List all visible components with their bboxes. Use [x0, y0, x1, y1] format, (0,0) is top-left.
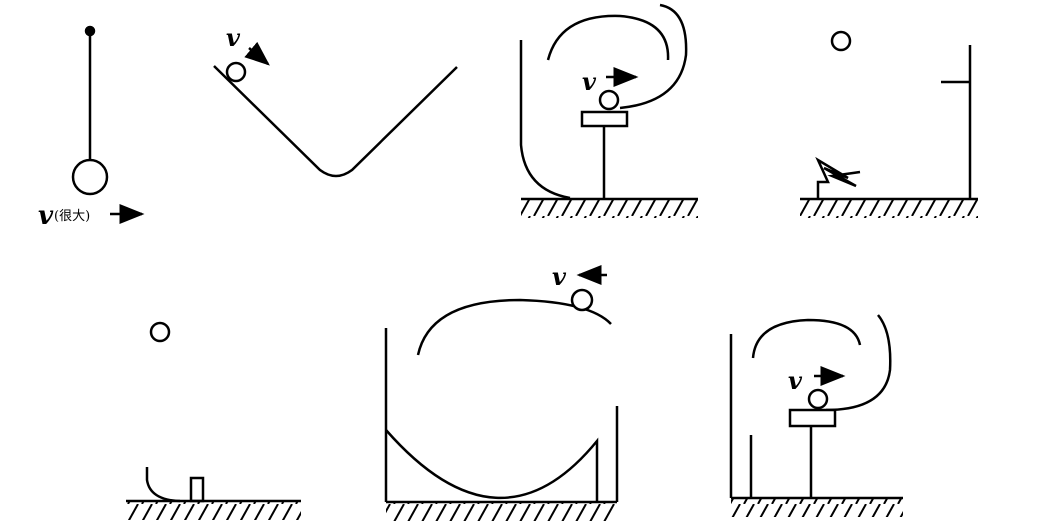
ball: [807, 388, 829, 410]
bowl-curve: [385, 429, 599, 502]
pendulum-diagram: [71, 25, 145, 224]
velocity-arrow: [244, 41, 270, 66]
ball: [149, 321, 171, 343]
inner-arc: [751, 318, 862, 359]
velocity-label-bowl: v: [552, 262, 566, 291]
ball: [598, 89, 620, 111]
ground-hatch: [800, 200, 978, 218]
spring-coil: [815, 156, 861, 199]
ground-hatch: [731, 499, 903, 517]
ramp-block-diagram: [126, 321, 301, 520]
v-track-diagram: [213, 41, 458, 178]
ball: [225, 61, 247, 83]
wall-curve: [519, 40, 571, 200]
ground-hatch: [521, 200, 698, 218]
outer-loop: [825, 314, 892, 412]
spring-diagram: [800, 30, 978, 218]
velocity-label-v-track: v: [226, 23, 240, 52]
platform: [580, 110, 629, 128]
v-track: [213, 65, 458, 178]
loop-platform-diagram-2: [729, 314, 903, 517]
ball: [570, 288, 594, 312]
platform: [788, 408, 837, 428]
outer-loop: [619, 3, 688, 110]
bowl-diagram: [384, 265, 619, 521]
pendulum-ball: [71, 158, 109, 196]
ground-hatch: [126, 502, 301, 520]
velocity-label-loop-2: v: [788, 366, 802, 395]
block: [189, 476, 205, 503]
ramp-curve: [145, 467, 181, 503]
velocity-label-pendulum: v: [38, 201, 54, 231]
very-large-note: (很大): [54, 209, 91, 224]
ball: [830, 30, 852, 52]
velocity-label-loop-1: v: [582, 67, 596, 96]
ground-hatch: [386, 503, 617, 521]
inner-arc: [546, 14, 670, 61]
top-arc: [416, 298, 612, 356]
loop-platform-diagram-1: [519, 3, 698, 218]
